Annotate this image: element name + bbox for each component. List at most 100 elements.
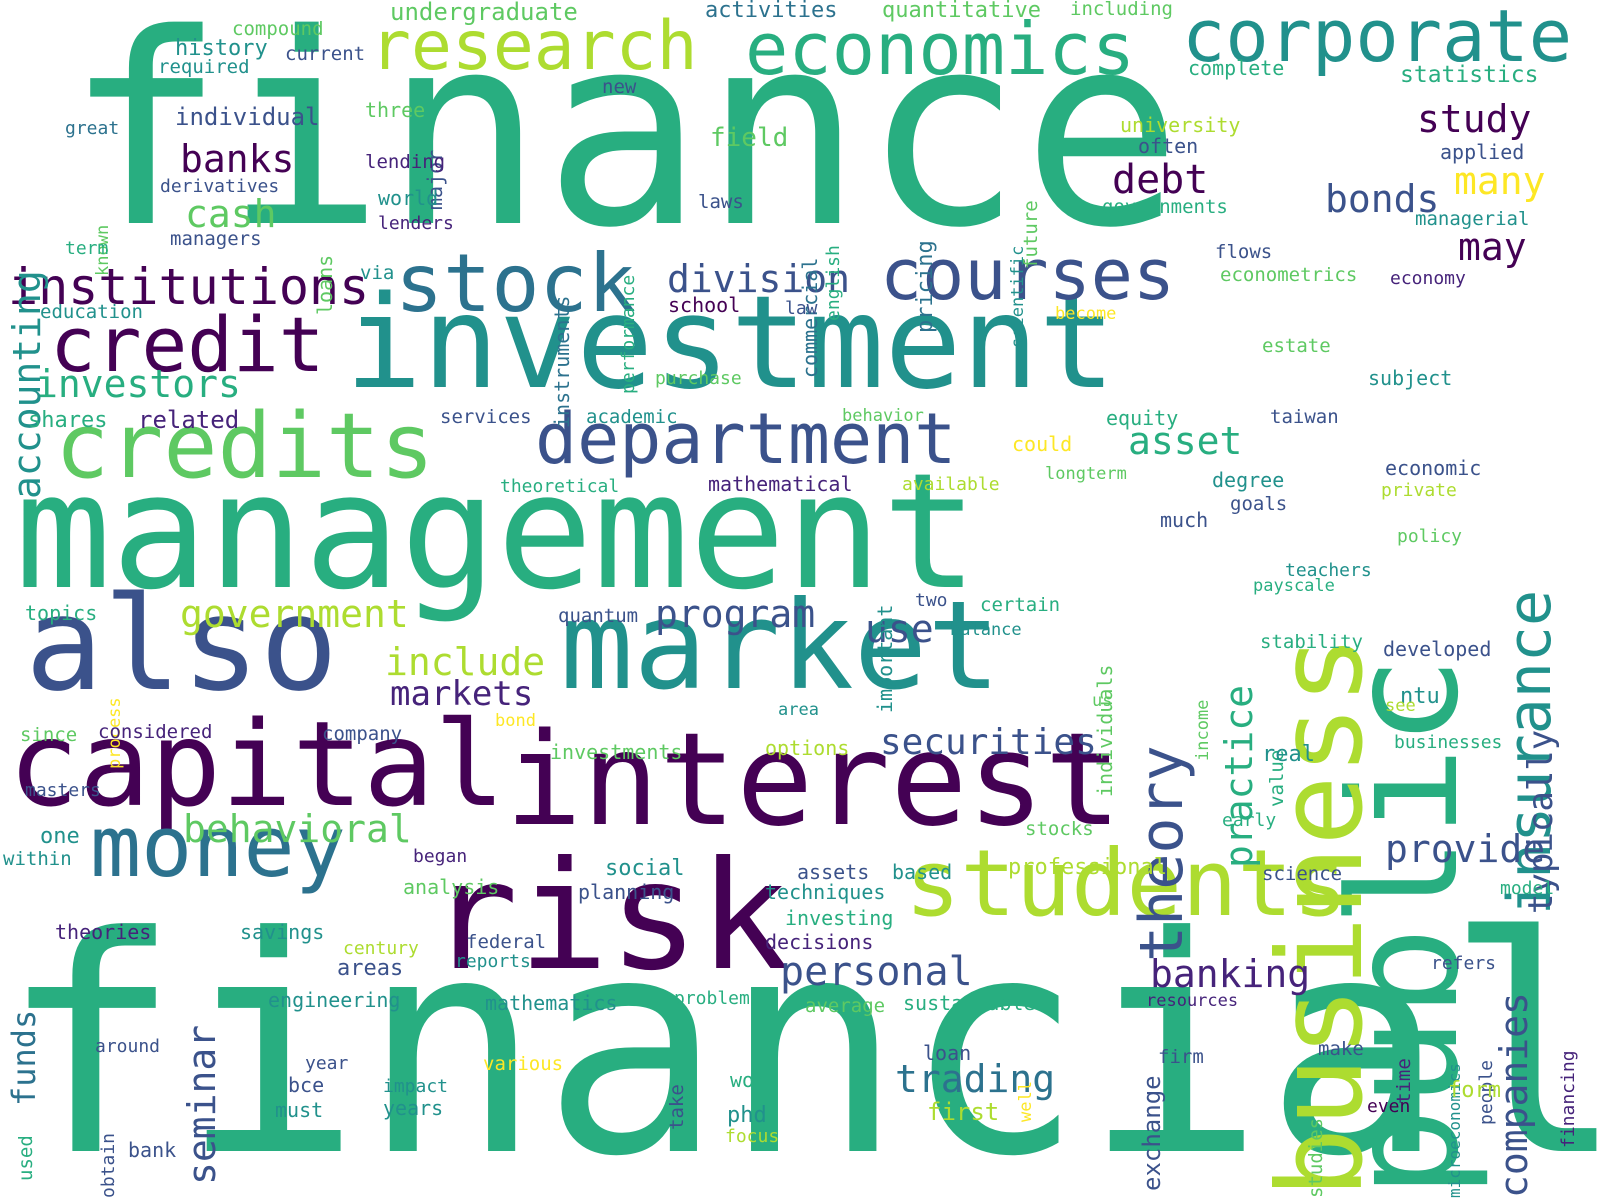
word-managers: managers xyxy=(170,228,262,250)
word-may: may xyxy=(1458,225,1527,269)
word-options: options xyxy=(765,736,850,760)
word-firm: firm xyxy=(1158,1046,1204,1068)
word-instruments: instruments xyxy=(550,295,574,428)
word-stock: stock xyxy=(395,237,636,330)
word-stocks: stocks xyxy=(1025,818,1094,840)
word-banks: banks xyxy=(180,137,295,181)
word-focus: focus xyxy=(725,1126,780,1147)
word-institutions: institutions xyxy=(8,258,370,316)
word-social: social xyxy=(605,856,685,881)
word-loan: loan xyxy=(923,1041,972,1065)
word-early: early xyxy=(1222,810,1277,831)
word-obtain: obtain xyxy=(98,1132,119,1198)
word-see: see xyxy=(1385,696,1416,716)
word-pricing: pricing xyxy=(913,240,938,333)
word-english: english xyxy=(823,245,844,321)
word-areas: areas xyxy=(337,956,404,981)
word-new: new xyxy=(602,76,637,98)
word-loans: loans xyxy=(313,254,337,315)
word-via: via xyxy=(360,262,395,284)
word-decisions: decisions xyxy=(765,930,874,954)
word-year: year xyxy=(305,1053,349,1074)
word-degree: degree xyxy=(1212,468,1285,492)
word-applied: applied xyxy=(1440,140,1525,164)
word-risk: risk xyxy=(428,830,790,1004)
word-quantum: quantum xyxy=(558,605,639,627)
word-masters: masters xyxy=(25,780,101,801)
word-ntu: ntu xyxy=(1400,684,1440,709)
word-purchase: purchase xyxy=(655,368,742,389)
word-education: education xyxy=(40,301,143,323)
word-investing: investing xyxy=(785,906,894,930)
word-available: available xyxy=(902,474,1000,495)
word-law: law xyxy=(785,298,818,319)
word-debt: debt xyxy=(1112,157,1209,203)
word-seminar: seminar xyxy=(180,1024,224,1185)
word-banking: banking xyxy=(1150,952,1311,996)
word-laws: laws xyxy=(698,191,744,213)
word-courses: courses xyxy=(880,234,1176,316)
word-undergraduate: undergraduate xyxy=(390,0,578,26)
word-work: work xyxy=(730,1068,779,1092)
word-stability: stability xyxy=(1260,631,1363,653)
word-include: include xyxy=(385,640,546,684)
word-bonds: bonds xyxy=(1325,177,1440,221)
word-resources: resources xyxy=(1146,991,1239,1011)
word-estate: estate xyxy=(1262,335,1331,357)
word-financial: financial xyxy=(0,873,1600,1200)
word-policy: policy xyxy=(1397,526,1463,547)
word-field: field xyxy=(710,123,789,153)
word-two: two xyxy=(915,590,948,611)
word-important: important xyxy=(873,604,897,713)
word-take: take xyxy=(666,1084,688,1130)
word-taiwan: taiwan xyxy=(1270,406,1339,428)
word-theories: theories xyxy=(55,920,152,944)
word-bank: bank xyxy=(128,1138,177,1162)
word-us: us xyxy=(1092,691,1113,711)
word-investments: investments xyxy=(550,740,683,764)
word-individuals: individuals xyxy=(1093,664,1117,797)
word-subject: subject xyxy=(1368,366,1453,390)
word-use: use xyxy=(865,607,934,651)
word-well: well xyxy=(1016,1081,1036,1122)
word-savings: savings xyxy=(240,920,325,944)
word-division: division xyxy=(667,257,851,301)
word-private: private xyxy=(1381,480,1457,501)
word-based: based xyxy=(892,860,953,884)
word-compound: compound xyxy=(232,18,324,40)
word-used: used xyxy=(15,1135,37,1181)
word-credit: credit xyxy=(50,300,325,389)
word-company: company xyxy=(322,723,403,745)
word-century: century xyxy=(343,938,419,959)
word-financing: financing xyxy=(1558,1050,1579,1148)
word-reports: reports xyxy=(455,951,531,972)
word-university: university xyxy=(1120,113,1241,137)
word-complete: complete xyxy=(1188,56,1285,80)
word-investment: investment xyxy=(345,269,1116,418)
word-also: also xyxy=(25,568,339,720)
word-income: income xyxy=(1193,699,1213,761)
word-businesses: businesses xyxy=(1394,732,1503,753)
word-securities: securities xyxy=(880,722,1097,763)
word-payscale: payscale xyxy=(1253,576,1335,596)
word-topics: topics xyxy=(25,601,98,625)
word-individual: individual xyxy=(175,103,320,131)
word-derivatives: derivatives xyxy=(160,176,280,197)
word-planning: planning xyxy=(578,880,675,904)
word-econometrics: econometrics xyxy=(1220,264,1358,286)
word-behavioral: behavioral xyxy=(183,807,412,851)
word-bce: bce xyxy=(288,1073,325,1097)
word-within: within xyxy=(3,848,72,870)
word-services: services xyxy=(440,406,532,428)
word-analysis: analysis xyxy=(403,875,500,899)
word-model: model xyxy=(1500,878,1555,899)
word-could: could xyxy=(1012,432,1073,456)
word-economics: economics xyxy=(745,7,1136,91)
word-make: make xyxy=(1318,1038,1364,1060)
word-around: around xyxy=(95,1036,161,1057)
word-practice: practice xyxy=(1217,684,1261,868)
word-current: current xyxy=(285,43,366,65)
word-even: even xyxy=(1367,1096,1411,1117)
word-quantitative: quantitative xyxy=(882,0,1041,23)
